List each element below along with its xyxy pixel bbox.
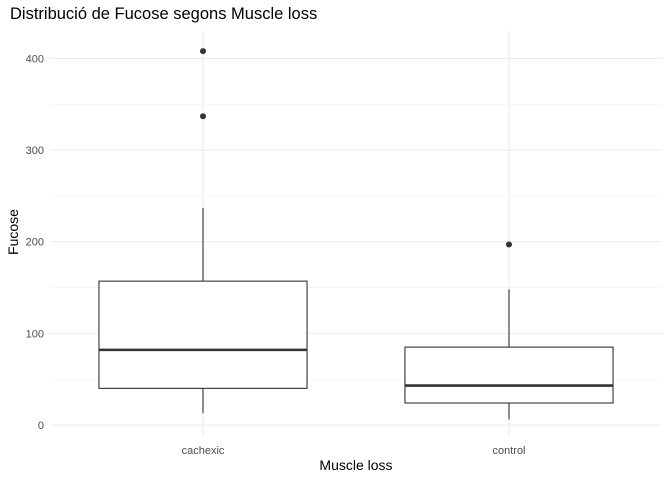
y-axis-ticks: 0 100 200 300 400 xyxy=(26,53,44,432)
iqr-box xyxy=(404,346,614,404)
chart-title: Distribució de Fucose segons Muscle loss xyxy=(10,5,317,23)
x-tick-label: control xyxy=(492,445,525,457)
x-axis-title: Muscle loss xyxy=(319,457,392,473)
y-tick-label: 400 xyxy=(26,53,44,65)
iqr-box xyxy=(98,280,308,389)
y-tick-label: 200 xyxy=(26,237,44,249)
x-axis-ticks: cachexic control xyxy=(182,445,526,457)
outlier-point xyxy=(506,241,512,248)
boxes xyxy=(98,48,614,420)
y-axis-title: Fucose xyxy=(5,209,21,255)
outlier-point xyxy=(200,48,206,55)
x-tick-label: cachexic xyxy=(182,445,225,457)
y-tick-label: 0 xyxy=(38,420,44,432)
y-tick-label: 100 xyxy=(26,328,44,340)
box-group-cachexic xyxy=(98,48,308,414)
box-group-control xyxy=(404,241,614,420)
outlier-point xyxy=(200,113,206,120)
y-tick-label: 300 xyxy=(26,145,44,157)
